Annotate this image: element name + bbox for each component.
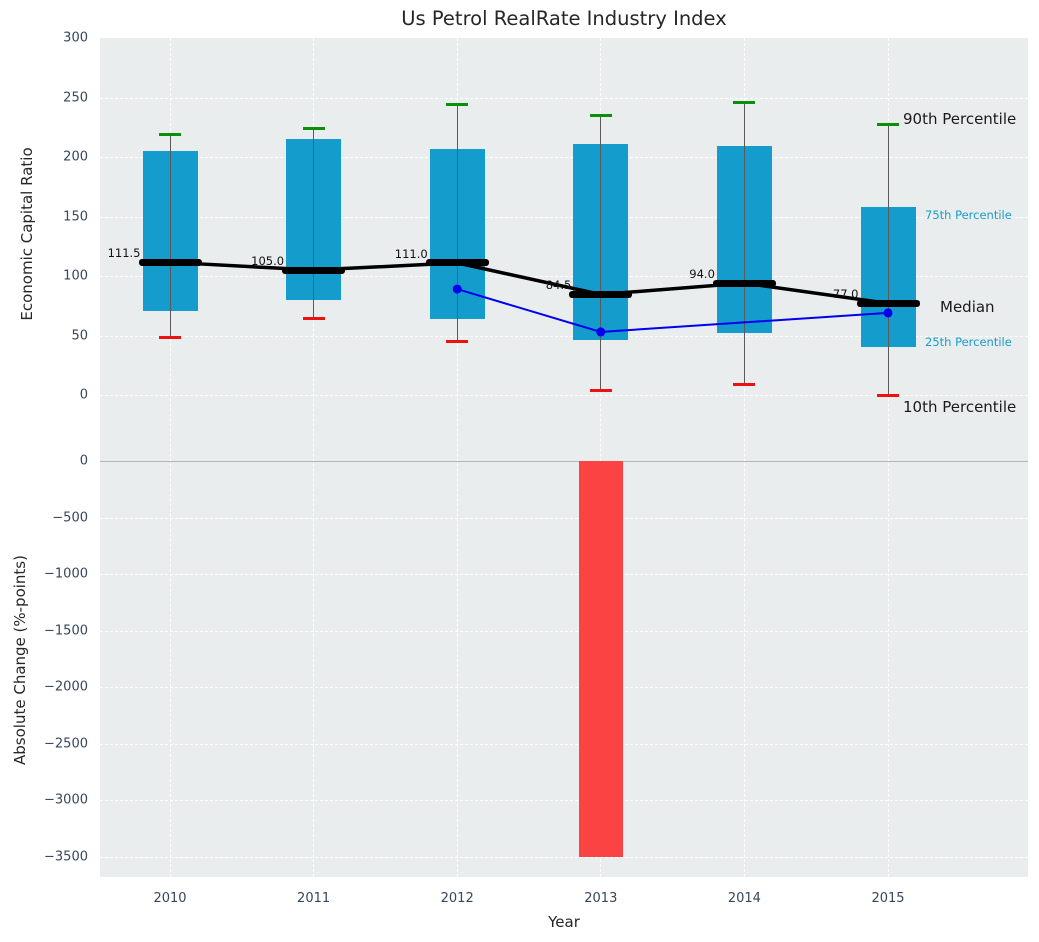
annotation-p75: 75th Percentile: [925, 207, 1012, 222]
annotation-p25: 25th Percentile: [925, 335, 1012, 350]
median-value-label: 94.0: [689, 267, 715, 282]
y-tick-label: −3500: [44, 849, 88, 864]
p90-cap: [877, 123, 899, 127]
x-tick-label: 2010: [153, 891, 187, 906]
y-gridline: [100, 687, 1028, 688]
y-tick-label: 100: [63, 268, 88, 284]
y-tick-label: −3000: [44, 792, 88, 808]
y-gridline: [100, 574, 1028, 575]
y-gridline: [100, 630, 1028, 632]
median-bar: [712, 279, 776, 287]
y-gridline: [100, 395, 1028, 396]
chart-title: Us Petrol RealRate Industry Index: [401, 7, 727, 30]
y-gridline: [100, 335, 1028, 337]
x-gridline: [600, 38, 602, 877]
x-tick-label: 2011: [297, 891, 331, 906]
median-bar: [282, 266, 346, 274]
y-tick-label: 0: [79, 387, 88, 403]
median-bar: [856, 299, 920, 307]
p90-cap: [589, 113, 612, 117]
annotation-p10: 10th Percentile: [903, 398, 1017, 416]
p90-cap: [302, 126, 325, 130]
y-gridline: [100, 216, 1028, 218]
x-tick-label: 2012: [440, 891, 474, 906]
median-value-label: 111.0: [394, 246, 428, 261]
x-gridline: [887, 38, 889, 877]
median-value-label: 105.0: [251, 254, 285, 269]
annotation-p90: 90th Percentile: [903, 109, 1017, 128]
whisker-line: [887, 124, 889, 395]
whisker-line: [169, 134, 171, 338]
y-gridline: [100, 743, 1028, 745]
zero-line: [100, 461, 1028, 462]
y-tick-label: 300: [63, 30, 88, 46]
p90-cap: [733, 100, 756, 104]
y-tick-label: 200: [63, 149, 88, 165]
whisker-line: [313, 128, 315, 319]
p10-cap: [589, 388, 612, 392]
y-gridline: [100, 157, 1028, 158]
p10-cap: [302, 317, 325, 321]
median-value-label: 84.5: [545, 278, 572, 293]
x-tick-label: 2015: [871, 891, 905, 906]
whisker-line: [456, 104, 458, 342]
median-bar: [425, 259, 489, 267]
p90-cap: [446, 103, 469, 107]
y-gridline: [100, 97, 1028, 99]
x-tick-label: 2014: [727, 891, 761, 906]
whisker-line: [600, 115, 602, 391]
change-bar: [578, 461, 623, 857]
y-tick-label: −2000: [44, 679, 88, 695]
y-gridline: [100, 800, 1028, 801]
x-tick-label: 2013: [584, 891, 618, 906]
plot-area: [100, 38, 1028, 877]
x-gridline: [456, 38, 458, 877]
x-gridline: [743, 38, 745, 877]
y-tick-label: 150: [63, 209, 88, 224]
y-tick-label: −1500: [44, 623, 88, 638]
p90-cap: [159, 132, 181, 136]
median-value-label: 77.0: [832, 287, 859, 302]
x-gridline: [169, 38, 171, 877]
y-tick-label: 250: [63, 90, 88, 105]
y-tick-label: −2500: [44, 736, 88, 751]
p10-cap: [159, 336, 181, 340]
y-tick-label: 0: [79, 453, 88, 469]
median-bar: [569, 290, 633, 298]
annotation-median: Median: [940, 298, 995, 317]
p10-cap: [877, 393, 899, 397]
y-gridline: [100, 517, 1028, 519]
x-axis-label: Year: [548, 913, 580, 931]
median-bar: [138, 258, 202, 266]
y-tick-label: 50: [71, 328, 88, 343]
median-value-label: 111.5: [107, 246, 141, 261]
y-tick-label: −500: [52, 510, 88, 525]
y-tick-label: −1000: [44, 566, 88, 582]
y-gridline: [100, 856, 1028, 858]
p10-cap: [733, 382, 756, 386]
whisker-line: [743, 102, 745, 385]
x-gridline: [313, 38, 315, 877]
p10-cap: [446, 339, 469, 343]
